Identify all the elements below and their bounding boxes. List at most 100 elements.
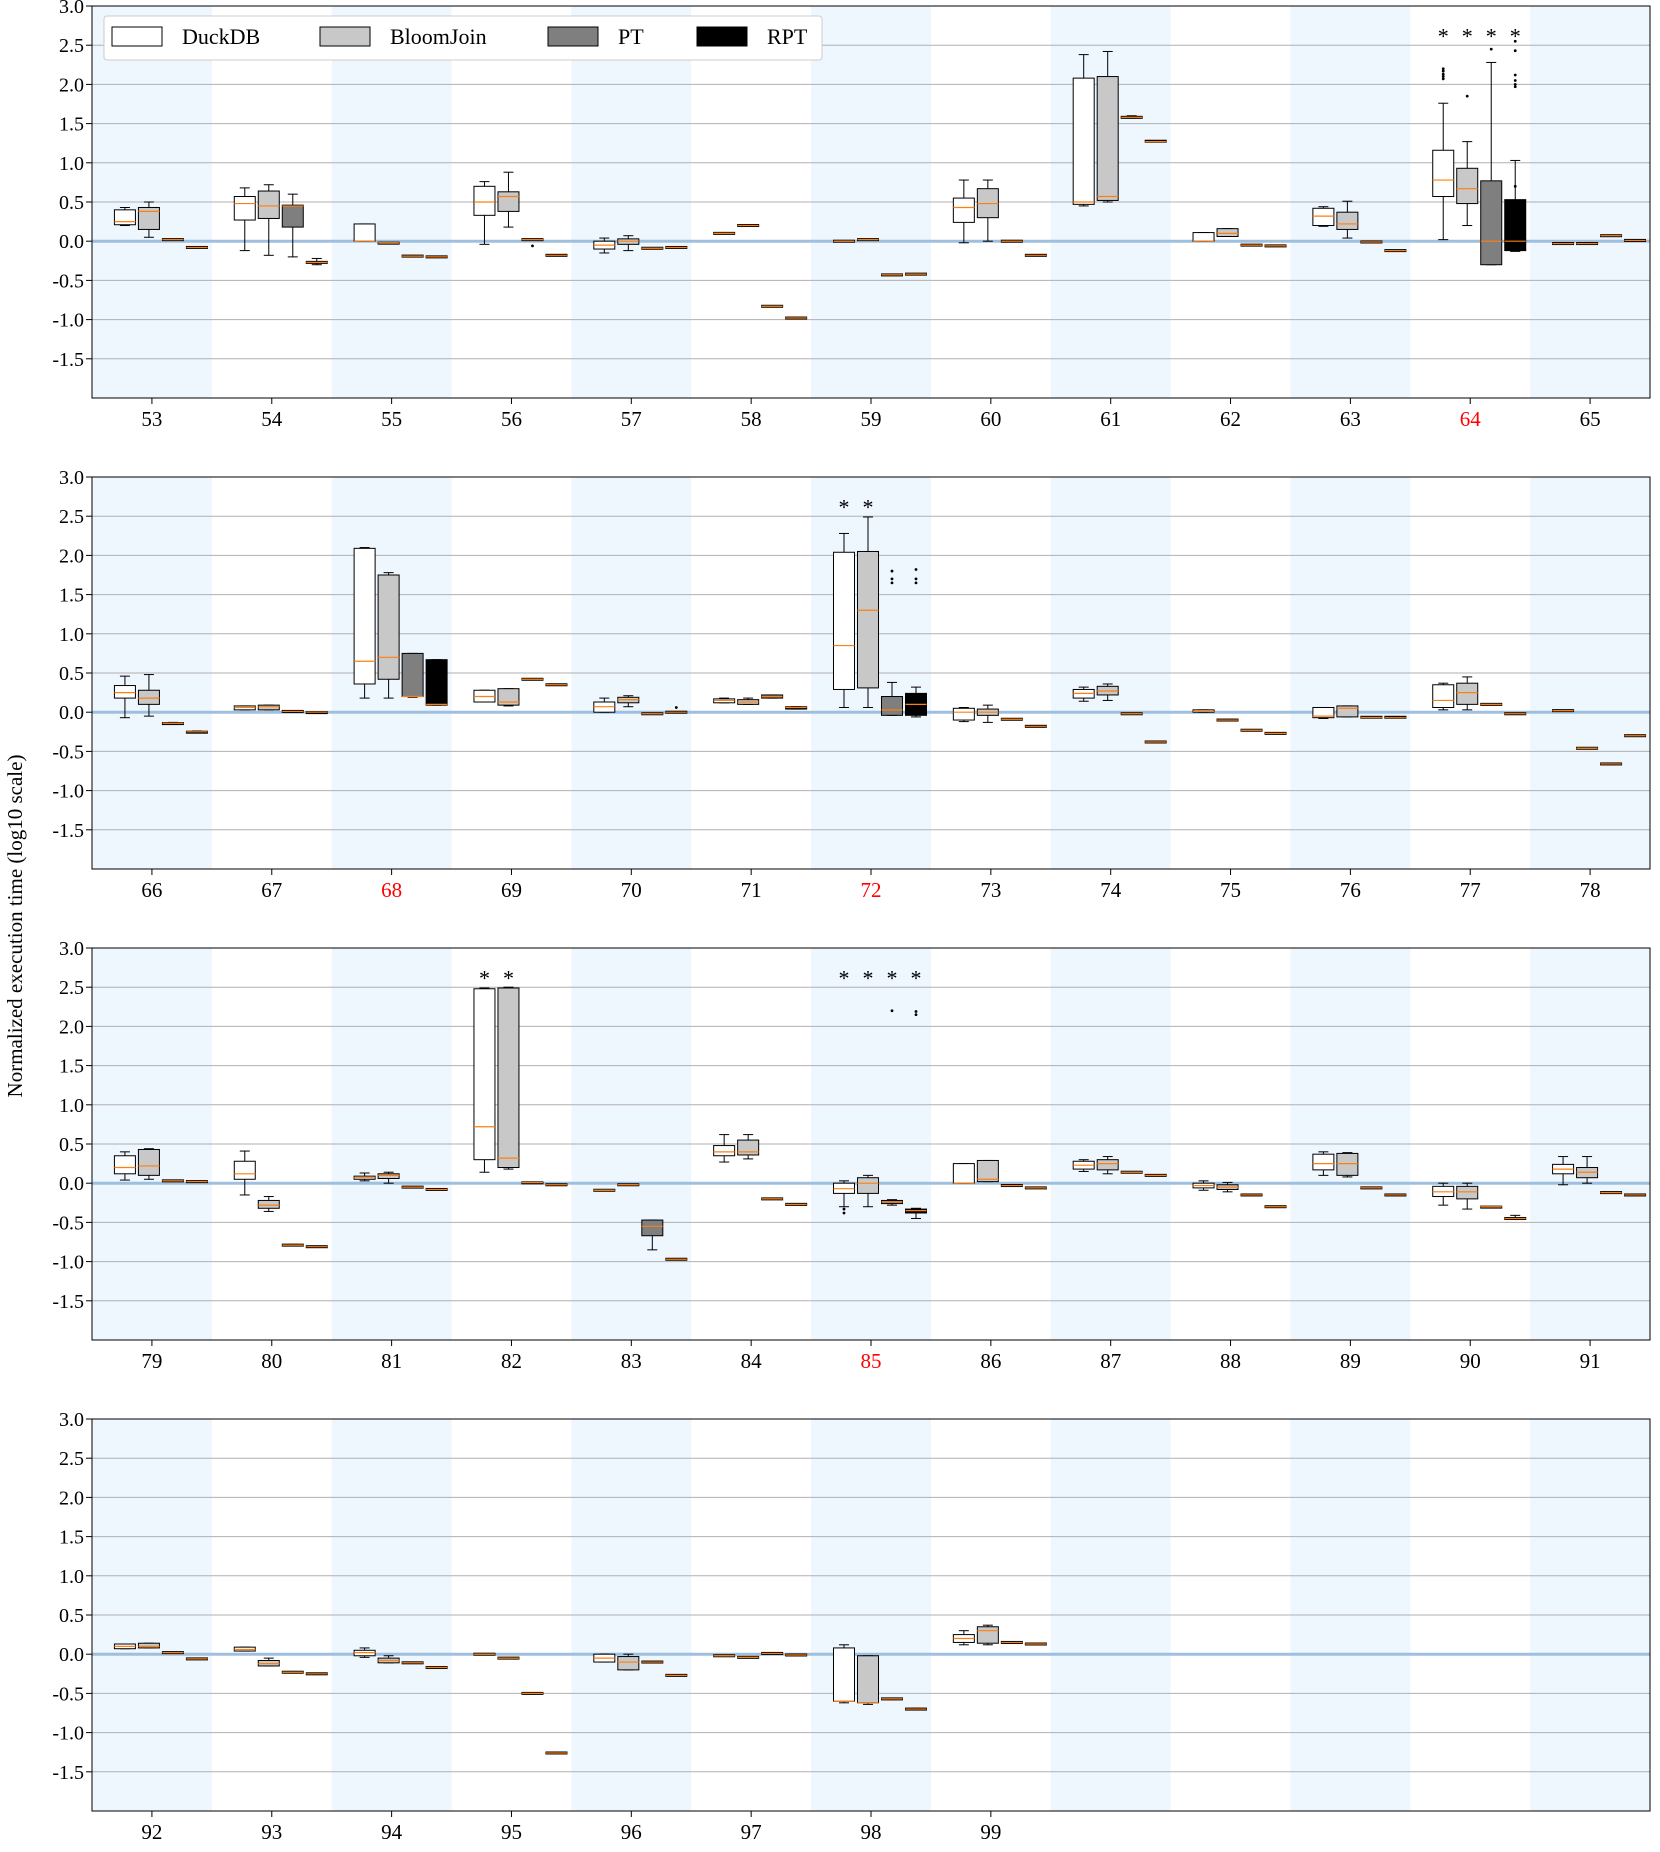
box-body (497, 191, 520, 212)
outlier-point (914, 1010, 918, 1013)
box-64-bloomjoin (1456, 141, 1479, 227)
off-scale-marker: * (503, 966, 514, 991)
x-tick-label: 73 (980, 878, 1001, 902)
box-98-pt (881, 1697, 903, 1701)
box-59-rpt (905, 272, 927, 276)
x-tick-label: 76 (1340, 878, 1361, 902)
box-66-pt (161, 721, 184, 726)
box-72-rpt (905, 686, 927, 718)
outlier-point (914, 1013, 918, 1017)
box-90-rpt (1504, 1214, 1527, 1220)
box-69-duckdb (473, 689, 496, 703)
box-82-rpt (545, 1183, 568, 1187)
y-tick-label: 3.0 (59, 467, 84, 489)
box-body (113, 685, 136, 699)
box-95-rpt (545, 1751, 568, 1755)
outlier-point (842, 1211, 846, 1215)
box-74-duckdb (1072, 686, 1095, 702)
box-84-bloomjoin (737, 1134, 760, 1160)
box-79-bloomjoin (137, 1148, 160, 1180)
box-96-duckdb (593, 1653, 616, 1663)
box-78-duckdb (1552, 709, 1575, 713)
x-tick-label: 91 (1580, 1349, 1601, 1373)
legend-item-pt: PT (547, 24, 644, 49)
outlier-point (1513, 79, 1517, 82)
panel-3: 3.0 2.5 2.0 1.5 1.0 0.5 0.0 -0.5 -1.0 -1.5 79 80 81 8… (52, 938, 1651, 1373)
y-tick-label: -0.5 (52, 1212, 84, 1234)
box-56-bloomjoin (497, 171, 520, 228)
box-body (1192, 232, 1215, 242)
box-65-rpt (1624, 238, 1647, 242)
box-body (281, 204, 304, 228)
y-tick-label: 1.5 (59, 585, 84, 607)
y-tick-label: -1.0 (52, 310, 84, 332)
box-body (137, 1148, 160, 1176)
box-85-rpt (905, 1207, 927, 1219)
box-64-rpt (1504, 159, 1527, 252)
box-67-pt (281, 709, 304, 713)
x-tick-label: 65 (1580, 407, 1601, 431)
off-scale-marker: * (479, 966, 490, 991)
box-body (1336, 705, 1359, 718)
x-tick-label: 78 (1580, 878, 1601, 902)
box-65-pt (1600, 234, 1623, 238)
y-tick-label: 2.0 (59, 545, 84, 567)
box-94-bloomjoin (377, 1655, 400, 1664)
box-61-bloomjoin (1096, 50, 1119, 203)
box-84-duckdb (713, 1134, 736, 1163)
y-tick-label: 2.5 (59, 506, 84, 528)
y-tick-label: 0.5 (59, 1134, 84, 1156)
off-scale-marker: * (1486, 24, 1497, 49)
box-55-rpt (425, 255, 448, 259)
box-body (1456, 682, 1479, 705)
y-tick-label: 3.0 (59, 938, 84, 960)
y-tick-label: 2.0 (59, 1016, 84, 1038)
box-81-pt (401, 1185, 424, 1189)
box-58-bloomjoin (737, 224, 760, 228)
box-body (641, 1219, 664, 1237)
box-85-duckdb (833, 1180, 855, 1208)
box-56-duckdb (473, 181, 496, 245)
y-tick-label: -0.5 (52, 1683, 84, 1705)
box-87-rpt (1144, 1173, 1167, 1177)
legend-label: RPT (767, 24, 808, 49)
box-79-rpt (185, 1180, 208, 1184)
box-59-pt (881, 273, 903, 277)
legend-swatch (319, 26, 371, 47)
box-body (833, 1647, 855, 1702)
y-tick-label: -1.5 (52, 349, 84, 371)
box-76-duckdb (1312, 706, 1335, 719)
box-72-pt (881, 681, 903, 716)
box-60-rpt (1024, 253, 1047, 257)
panel-2: 3.0 2.5 2.0 1.5 1.0 0.5 0.0 -0.5 -1.0 -1.5 66 67 68 6… (52, 467, 1651, 902)
box-58-rpt (785, 316, 808, 320)
y-tick-label: 3.0 (59, 0, 84, 18)
x-tick-label: 59 (861, 407, 882, 431)
box-59-bloomjoin (857, 238, 879, 242)
x-tick-label: 60 (980, 407, 1001, 431)
outlier-point (1513, 73, 1517, 77)
box-69-bloomjoin (497, 688, 520, 707)
outlier-point (842, 1207, 846, 1211)
off-scale-marker: * (839, 966, 850, 991)
box-body (1456, 167, 1479, 205)
box-body (1480, 180, 1503, 266)
box-body (497, 987, 520, 1169)
box-body (425, 659, 448, 706)
box-56-pt (521, 238, 544, 242)
box-85-pt (881, 1199, 903, 1206)
box-69-rpt (545, 683, 568, 687)
box-body (473, 185, 496, 216)
x-tick-label: 88 (1220, 1349, 1241, 1373)
box-92-pt (161, 1651, 184, 1655)
x-tick-label: 96 (621, 1820, 642, 1844)
box-83-bloomjoin (617, 1183, 640, 1187)
outlier-point (1513, 85, 1517, 89)
box-92-bloomjoin (137, 1642, 160, 1649)
box-81-rpt (425, 1187, 448, 1191)
box-71-bloomjoin (737, 697, 760, 705)
box-71-duckdb (713, 697, 736, 704)
off-scale-marker: * (863, 966, 874, 991)
box-89-rpt (1384, 1193, 1407, 1197)
